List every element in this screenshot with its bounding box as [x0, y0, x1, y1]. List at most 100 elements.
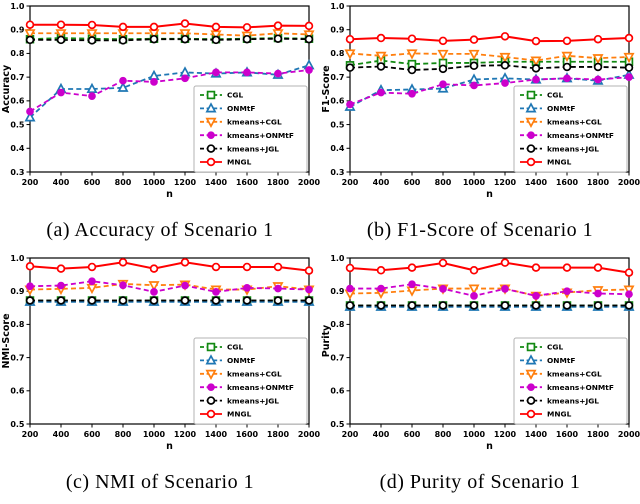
circle-marker	[469, 61, 479, 71]
y-axis-label: F1-Score	[321, 65, 332, 112]
x-tick-label: 400	[373, 178, 390, 187]
circle-marker	[407, 65, 417, 75]
circle-marker	[376, 301, 386, 310]
circle-marker	[439, 285, 447, 293]
circle-marker	[206, 396, 216, 405]
circle-marker	[56, 296, 66, 305]
circle-marker	[532, 291, 540, 300]
legend-label: ONMtF	[547, 356, 575, 365]
circle-marker	[304, 296, 314, 305]
series-MNGL	[345, 258, 634, 277]
legend-label: kmeans+ONMtF	[547, 131, 614, 140]
triangle-down-marker	[86, 283, 98, 295]
axes	[349, 5, 630, 173]
circle-marker	[149, 264, 159, 273]
legend-entry-kmeans+ONMtF: kmeans+ONMtF	[200, 383, 294, 392]
series-kmeans+ONMtF	[26, 277, 313, 296]
triangle-down-marker	[623, 285, 635, 296]
y-tick-label: 0.8	[10, 49, 25, 58]
circle-marker	[26, 107, 34, 116]
y-tick-label: 0.7	[10, 353, 24, 362]
circle-marker	[87, 262, 97, 272]
x-tick-label: 1000	[143, 430, 166, 439]
circle-marker	[500, 258, 510, 267]
circle-marker	[273, 296, 283, 305]
triangle-down-marker	[561, 51, 573, 62]
legend-entry-kmeans+JGL: kmeans+JGL	[520, 144, 599, 153]
y-axis-ticks: 0.5 0.6 0.7 0.8 0.9 1.0	[330, 254, 350, 429]
legend-entry-kmeans+ONMtF: kmeans+ONMtF	[520, 383, 614, 392]
legend-label: CGL	[227, 343, 243, 352]
x-tick-label: 1800	[267, 430, 290, 439]
circle-marker	[56, 264, 66, 273]
circle-marker	[305, 285, 313, 294]
x-tick-label: 1000	[463, 178, 486, 187]
y-tick-label: 0.3	[10, 168, 24, 177]
circle-marker	[376, 33, 386, 43]
legend: CGL ONMtF kmeans+CGL kmeans+ONMtF kmeans+JGL…	[193, 337, 308, 425]
circle-marker	[149, 22, 159, 32]
x-tick-label: 1800	[267, 178, 290, 187]
legend-label: CGL	[547, 343, 563, 352]
legend-label: MNGL	[547, 410, 572, 419]
circle-marker	[624, 268, 634, 277]
circle-marker	[345, 34, 355, 44]
series-kmeans+JGL	[25, 34, 314, 45]
circle-marker	[562, 263, 572, 272]
legend-entry-ONMtF: ONMtF	[200, 102, 255, 113]
x-tick-label: 1200	[494, 430, 517, 439]
circle-marker	[273, 21, 283, 30]
caption-accuracy: (a) Accuracy of Scenario 1	[46, 219, 274, 241]
circle-marker	[273, 34, 283, 43]
y-tick-label: 0.7	[330, 73, 344, 82]
y-axis-label: NMI-Score	[1, 313, 12, 368]
circle-marker	[438, 64, 448, 74]
x-axis-ticks: 200 400 600 800 1000 1200 1400 1600 1800 2000	[22, 172, 320, 187]
legend-entry-kmeans+CGL: kmeans+CGL	[200, 370, 282, 380]
circle-marker	[438, 258, 448, 268]
circle-marker	[562, 301, 572, 310]
subplot-purity: 0.5 0.6 0.7 0.8 0.9 1.0 200 400 600 800 1000 1200 14…	[320, 252, 640, 504]
legend-label: kmeans+JGL	[227, 396, 279, 405]
circle-marker	[211, 22, 221, 32]
x-tick-label: 800	[115, 178, 132, 187]
circle-marker	[119, 281, 127, 290]
x-tick-label: 200	[22, 178, 39, 187]
accuracy-chart: 0.3 0.4 0.5 0.6 0.7 0.8 0.9 1.0 200 400 600 800 1000…	[1, 2, 320, 200]
legend-entry-ONMtF: ONMtF	[520, 102, 575, 113]
circle-marker	[243, 284, 251, 292]
circle-marker	[593, 301, 603, 310]
circle-marker	[119, 76, 127, 85]
circle-marker	[304, 34, 314, 44]
circle-marker	[345, 301, 355, 310]
circle-marker	[25, 20, 35, 29]
circle-marker	[345, 263, 355, 273]
legend-entry-CGL: CGL	[520, 343, 563, 352]
triangle-down-marker	[592, 54, 604, 65]
circle-marker	[242, 296, 252, 305]
y-tick-label: 0.5	[10, 120, 25, 129]
legend-label: MNGL	[227, 410, 252, 419]
y-tick-label: 1.0	[330, 254, 345, 263]
triangle-up-marker	[179, 66, 191, 77]
legend-label: MNGL	[547, 158, 572, 167]
y-tick-label: 0.9	[10, 26, 25, 35]
circle-marker	[57, 281, 65, 290]
series-line	[349, 261, 630, 274]
triangle-up-marker	[148, 69, 160, 81]
circle-marker	[346, 284, 354, 293]
series-line	[29, 69, 310, 113]
legend-entry-MNGL: MNGL	[200, 158, 252, 167]
y-tick-label: 0.9	[330, 26, 345, 35]
triangle-down-marker	[468, 284, 480, 295]
x-tick-label: 400	[53, 178, 70, 187]
triangle-up-marker	[24, 111, 36, 122]
square-marker	[206, 342, 216, 352]
circle-marker	[439, 80, 447, 89]
legend: CGL ONMtF kmeans+CGL kmeans+ONMtF kmeans+JGL…	[193, 85, 308, 173]
x-tick-label: 1800	[587, 178, 610, 187]
circle-marker	[526, 157, 536, 167]
circle-marker	[624, 33, 634, 43]
subplot-accuracy: 0.3 0.4 0.5 0.6 0.7 0.8 0.9 1.0 200 400 600 800 1000…	[0, 0, 320, 252]
